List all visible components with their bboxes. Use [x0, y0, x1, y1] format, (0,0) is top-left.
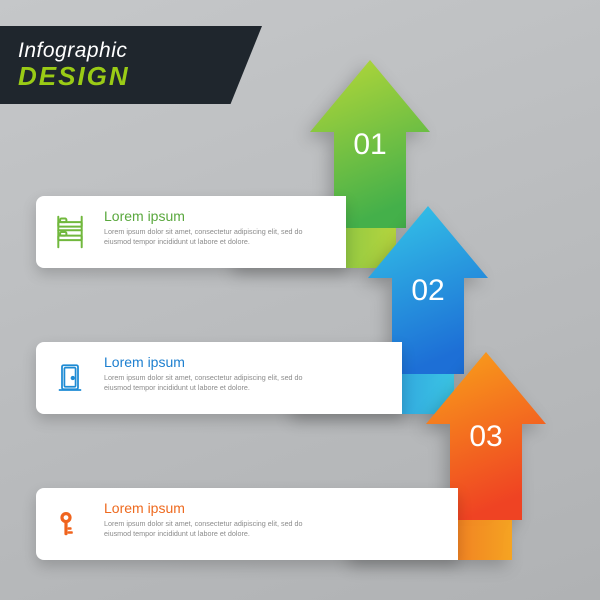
step-title: Lorem ipsum [104, 500, 442, 516]
step-number: 02 [411, 274, 444, 308]
header-line1: Infographic [18, 39, 244, 63]
header-banner: Infographic DESIGN [0, 26, 262, 104]
step-number: 01 [353, 128, 386, 162]
bunk-bed-icon [50, 212, 90, 252]
step-desc: Lorem ipsum dolor sit amet, consectetur … [104, 227, 304, 246]
header-line2: DESIGN [18, 61, 244, 92]
step-number: 03 [469, 420, 502, 454]
infographic-canvas: Infographic DESIGN 01 [0, 0, 600, 600]
key-icon [50, 504, 90, 544]
step-desc: Lorem ipsum dolor sit amet, consectetur … [104, 519, 304, 538]
step-title: Lorem ipsum [104, 354, 386, 370]
info-bar-2: Lorem ipsum Lorem ipsum dolor sit amet, c… [36, 342, 402, 414]
info-bar-1: Lorem ipsum Lorem ipsum dolor sit amet, c… [36, 196, 346, 268]
step-title: Lorem ipsum [104, 208, 330, 224]
info-bar-3: Lorem ipsum Lorem ipsum dolor sit amet, c… [36, 488, 458, 560]
door-icon [50, 358, 90, 398]
step-desc: Lorem ipsum dolor sit amet, consectetur … [104, 373, 304, 392]
